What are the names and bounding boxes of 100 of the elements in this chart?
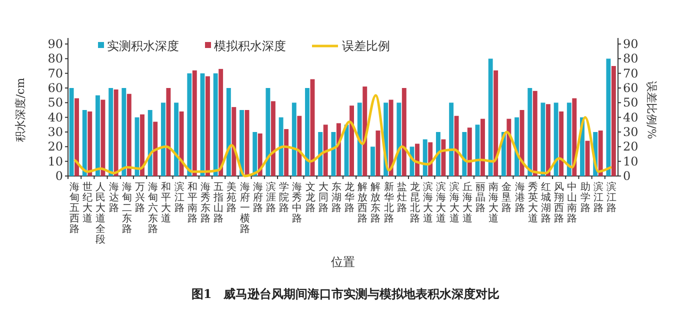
x-tick-label: 美苑路 bbox=[226, 181, 237, 214]
bar bbox=[323, 124, 328, 176]
x-tick-label: 新华北路 bbox=[384, 181, 394, 224]
y2-tick-label: 70 bbox=[623, 66, 638, 80]
x-tick-label: 滨海大道 bbox=[423, 181, 434, 224]
bar bbox=[318, 132, 323, 176]
y2-tick-label: 30 bbox=[623, 125, 638, 139]
x-tick-label: 龙昆北路 bbox=[410, 181, 420, 224]
bar bbox=[252, 132, 258, 176]
x-tick-label: 和平南路 bbox=[187, 181, 198, 224]
bar bbox=[218, 68, 224, 176]
bar bbox=[179, 111, 184, 176]
bar bbox=[284, 129, 289, 176]
y2-tick-label: 0 bbox=[623, 169, 631, 183]
x-tick-label: 滨江路 bbox=[606, 181, 616, 214]
bar bbox=[69, 88, 74, 176]
x-tick-label: 世纪大道 bbox=[82, 181, 93, 224]
bar bbox=[402, 88, 406, 176]
x-tick-label: 滨海大道 bbox=[436, 181, 446, 224]
x-tick-label: 丽晶路 bbox=[476, 182, 486, 214]
y2-tick-label: 10 bbox=[623, 154, 638, 168]
x-tick-label: 秀英大道 bbox=[528, 181, 538, 224]
bar bbox=[362, 86, 368, 176]
y-tick-label: 40 bbox=[48, 110, 63, 124]
y2-axis-title: 误差比例/% bbox=[645, 80, 658, 140]
bar bbox=[611, 66, 616, 176]
bar bbox=[540, 102, 546, 176]
y-tick-label: 20 bbox=[48, 140, 63, 154]
bar bbox=[480, 118, 485, 176]
bar bbox=[415, 144, 420, 176]
bar bbox=[166, 88, 171, 176]
y-tick-label: 30 bbox=[48, 125, 63, 139]
bar bbox=[506, 118, 512, 176]
bar bbox=[528, 88, 532, 176]
x-tick-label: 大同路 bbox=[318, 181, 328, 214]
x-tick-label: 人民大道全段 bbox=[96, 182, 106, 246]
y-tick-label: 0 bbox=[55, 169, 63, 183]
bar bbox=[554, 102, 558, 176]
bar bbox=[153, 122, 158, 176]
x-tick-label: 五指山路 bbox=[212, 182, 224, 224]
bar bbox=[297, 116, 302, 176]
x-tick-label: 海甸六东路 bbox=[148, 181, 158, 235]
bar bbox=[606, 58, 611, 176]
bar bbox=[232, 107, 236, 176]
bar bbox=[357, 102, 362, 176]
x-tick-label: 滨江路 bbox=[174, 181, 184, 214]
bar bbox=[566, 102, 572, 176]
y-tick-label: 70 bbox=[48, 66, 63, 80]
bar bbox=[270, 101, 276, 176]
x-tick-label: 滨海大道 bbox=[449, 181, 460, 224]
x-tick-label: 解放西路 bbox=[358, 182, 368, 224]
x-tick-label: 金垦路 bbox=[502, 181, 512, 214]
bar bbox=[74, 98, 79, 176]
bar bbox=[370, 146, 375, 176]
bar bbox=[344, 124, 349, 176]
y2-tick-label: 40 bbox=[623, 110, 638, 124]
bar bbox=[428, 142, 433, 176]
bar bbox=[494, 70, 498, 176]
x-tick-label: 助学路 bbox=[580, 181, 590, 214]
bar bbox=[292, 102, 296, 176]
bar bbox=[82, 110, 87, 176]
x-tick-label: 海秀中路 bbox=[292, 181, 302, 224]
x-tick-label: 海甸五西路 bbox=[70, 181, 80, 235]
bar bbox=[305, 88, 310, 176]
bar bbox=[559, 111, 564, 176]
x-tick-label: 海府一横路 bbox=[240, 181, 250, 235]
y2-tick-label: 80 bbox=[623, 52, 638, 66]
bar bbox=[598, 130, 603, 176]
bar bbox=[206, 76, 210, 176]
bar bbox=[422, 139, 428, 176]
x-tick-label: 海府路 bbox=[252, 181, 263, 214]
y-tick-label: 60 bbox=[48, 81, 63, 95]
x-tick-label: 红城湖路 bbox=[540, 181, 551, 224]
bar bbox=[187, 73, 192, 176]
bar bbox=[148, 110, 152, 176]
bar bbox=[388, 100, 394, 176]
y-tick-label: 90 bbox=[48, 37, 63, 51]
x-tick-label: 中山南路 bbox=[567, 181, 578, 224]
x-tick-label: 海港路 bbox=[514, 181, 525, 214]
bar bbox=[449, 102, 454, 176]
bar bbox=[114, 89, 118, 176]
bar bbox=[436, 132, 440, 176]
bar bbox=[140, 114, 144, 176]
legend-label: 模拟积水深度 bbox=[214, 39, 286, 53]
bar bbox=[278, 117, 284, 176]
bar bbox=[126, 94, 132, 176]
bar bbox=[258, 133, 262, 176]
bar bbox=[266, 88, 270, 176]
x-tick-label: 东湖路 bbox=[331, 181, 342, 214]
x-tick-label: 龙华路 bbox=[344, 181, 355, 214]
legend-label: 误差比例 bbox=[342, 39, 390, 53]
bar bbox=[213, 73, 218, 176]
x-tick-label: 滨江路 bbox=[593, 181, 604, 214]
x-tick-label: 解放东路 bbox=[370, 182, 381, 224]
x-tick-label: 万兴路 bbox=[135, 182, 146, 214]
x-tick-label: 丘海大道 bbox=[462, 181, 472, 224]
bar bbox=[122, 88, 126, 176]
y2-tick-label: 90 bbox=[623, 37, 638, 51]
bar bbox=[488, 58, 493, 176]
bar bbox=[192, 70, 197, 176]
